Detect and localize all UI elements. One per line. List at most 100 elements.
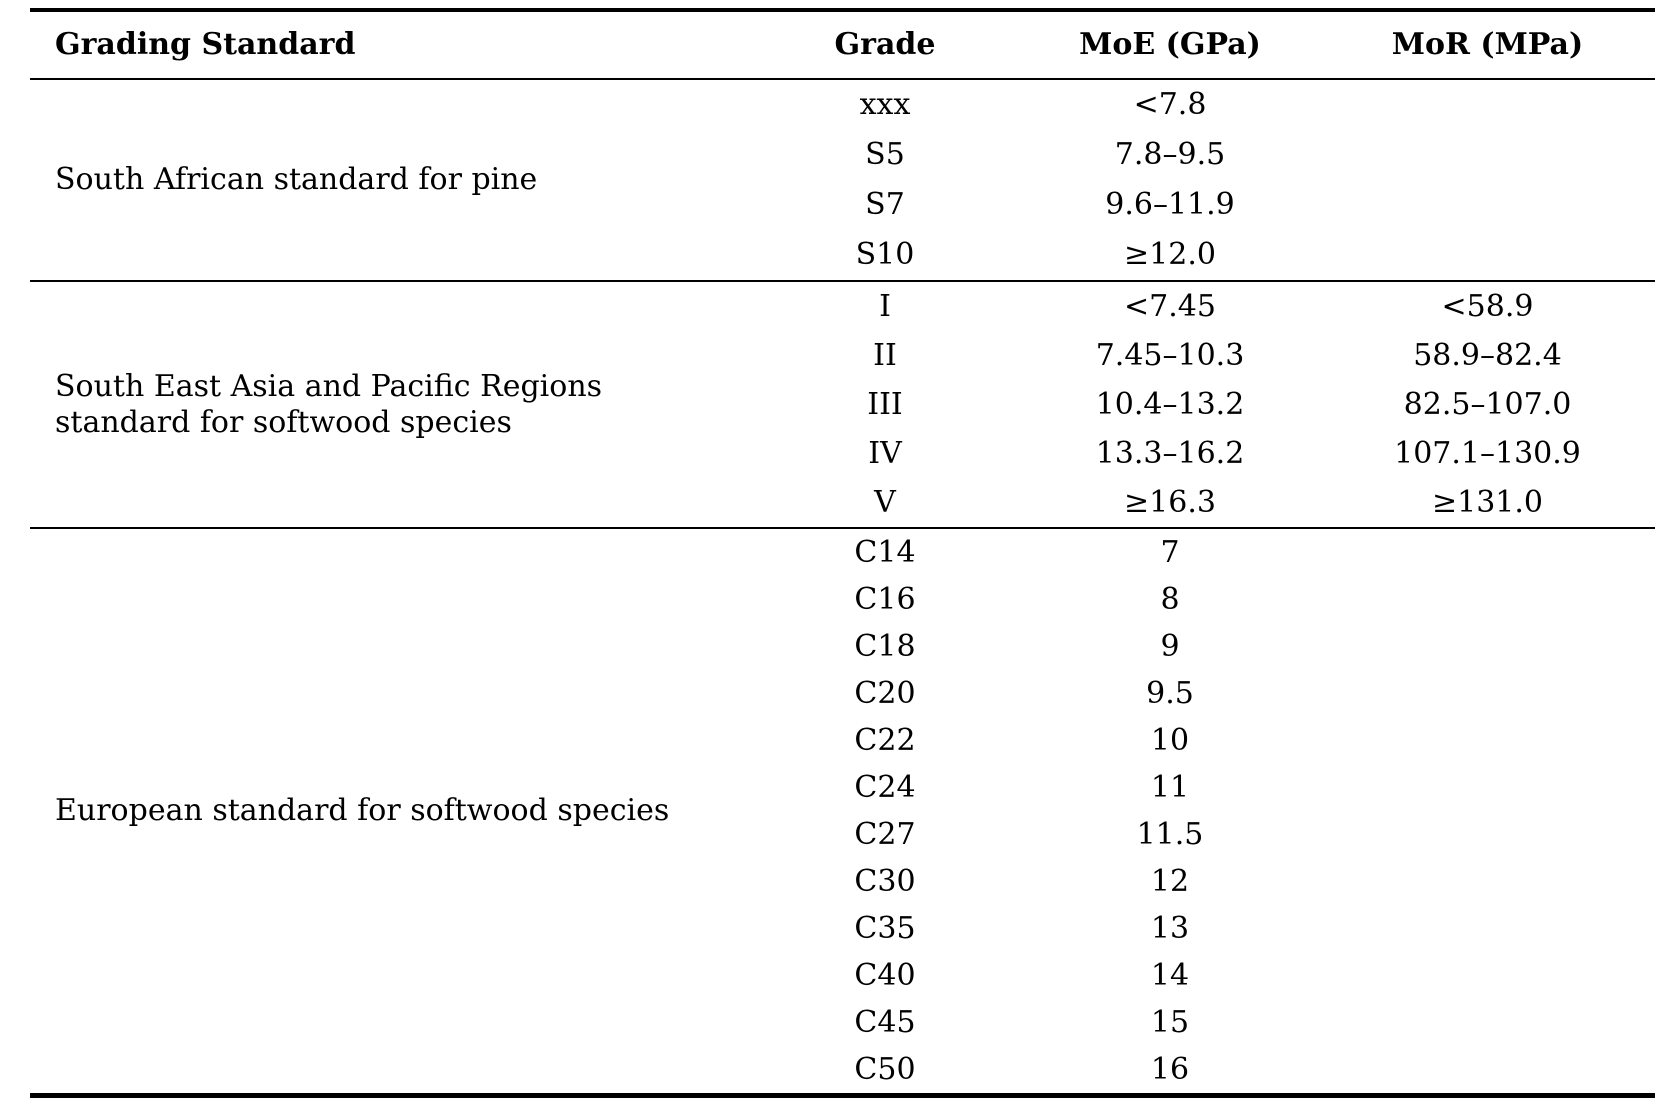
standard-label: European standard for softwood species: [55, 793, 670, 828]
moe-cell: 13.3–16.2: [1095, 435, 1245, 471]
moe-cell: <7.45: [1124, 288, 1216, 324]
table-row: S7 9.6–11.9: [30, 180, 1655, 230]
moe-cell: 13: [1150, 910, 1190, 946]
moe-cell: 11: [1150, 769, 1190, 805]
moe-cell: 9.6–11.9: [1105, 187, 1235, 222]
mor-cell: [1320, 764, 1655, 811]
moe-cell: 10: [1150, 722, 1190, 758]
table-row: C24 11: [30, 764, 1655, 811]
header-mor: MoR (MPa): [1391, 27, 1584, 62]
grade-cell: C40: [854, 957, 916, 993]
moe-cell: 10.4–13.2: [1095, 386, 1245, 422]
grade-cell: C35: [854, 910, 916, 946]
header-moe: MoE (GPa): [1079, 27, 1261, 62]
table-row: South East Asia and Pacific Regions stan…: [30, 281, 1655, 440]
mor-cell: 82.5–107.0: [1403, 386, 1572, 422]
standard-label: South East Asia and Pacific Regions stan…: [55, 368, 603, 440]
mor-cell: [1320, 858, 1655, 905]
mor-cell: [1320, 952, 1655, 999]
mor-cell: [1320, 1046, 1655, 1096]
table-row: C35 13: [30, 905, 1655, 952]
grade-cell: xxx: [859, 87, 911, 122]
grade-cell: V: [874, 484, 896, 520]
moe-cell: ≥16.3: [1124, 484, 1216, 520]
moe-cell: ≥12.0: [1124, 237, 1216, 272]
header-grade: Grade: [834, 27, 936, 62]
mor-cell: 107.1–130.9: [1394, 435, 1581, 471]
moe-cell: 7.45–10.3: [1095, 337, 1245, 373]
standard-cell: South African standard for pine: [30, 79, 750, 281]
moe-cell: 12: [1150, 863, 1190, 899]
grade-cell: C50: [854, 1051, 916, 1087]
table-row: V ≥16.3 ≥131.0: [30, 478, 1655, 528]
grade-cell: C45: [854, 1004, 916, 1040]
moe-cell: 9: [1160, 628, 1180, 664]
grade-cell: III: [867, 386, 903, 422]
table-row: C22 10: [30, 717, 1655, 764]
grade-cell: S5: [865, 137, 905, 172]
grade-cell: C30: [854, 863, 916, 899]
section-south-african: South African standard for pine xxx <7.8…: [30, 79, 1655, 281]
grade-cell: I: [879, 288, 891, 324]
moe-cell: 14: [1150, 957, 1190, 993]
moe-cell: 8: [1160, 581, 1180, 617]
mor-cell: 58.9–82.4: [1413, 337, 1562, 373]
table-row: C30 12: [30, 858, 1655, 905]
standard-cell: European standard for softwood species: [30, 528, 750, 1096]
table-row: C27 11.5: [30, 811, 1655, 858]
grade-cell: S7: [865, 187, 905, 222]
mor-cell: [1320, 576, 1655, 623]
table-row: III 10.4–13.2 82.5–107.0: [30, 380, 1655, 429]
grade-cell: IV: [868, 435, 902, 471]
moe-cell: 16: [1150, 1051, 1190, 1087]
mor-cell: [1320, 811, 1655, 858]
section-south-east-asia-pacific: South East Asia and Pacific Regions stan…: [30, 281, 1655, 528]
header-grading-standard: Grading Standard: [55, 27, 356, 62]
mor-cell: [1320, 230, 1655, 281]
grade-cell: C27: [854, 816, 916, 852]
moe-cell: 7.8–9.5: [1114, 137, 1226, 172]
moe-cell: 11.5: [1136, 816, 1204, 852]
moe-cell: <7.8: [1133, 87, 1207, 122]
table-row: C16 8: [30, 576, 1655, 623]
mor-cell: [1320, 999, 1655, 1046]
wood-grading-standards-table: Grading Standard Grade MoE (GPa) MoR (MP…: [30, 8, 1655, 1098]
grade-cell: C16: [854, 581, 916, 617]
table-row: II 7.45–10.3 58.9–82.4: [30, 331, 1655, 380]
mor-cell: [1320, 180, 1655, 230]
mor-cell: [1320, 130, 1655, 180]
grade-cell: C22: [854, 722, 916, 758]
table-row: C45 15: [30, 999, 1655, 1046]
table-row: S10 ≥12.0: [30, 230, 1655, 281]
table-row: C50 16: [30, 1046, 1655, 1096]
section-european: European standard for softwood species C…: [30, 528, 1655, 1096]
table-row: S5 7.8–9.5: [30, 130, 1655, 180]
mor-cell: [1320, 79, 1655, 130]
standard-label: South African standard for pine: [55, 162, 538, 197]
moe-cell: 7: [1160, 534, 1180, 570]
table-row: C20 9.5: [30, 670, 1655, 717]
mor-cell: ≥131.0: [1431, 484, 1544, 520]
mor-cell: [1320, 905, 1655, 952]
table-row: C40 14: [30, 952, 1655, 999]
table-row: IV 13.3–16.2 107.1–130.9: [30, 429, 1655, 478]
table-row: South African standard for pine xxx <7.8: [30, 79, 1655, 197]
moe-cell: 15: [1150, 1004, 1190, 1040]
mor-cell: [1320, 717, 1655, 764]
grade-cell: C20: [854, 675, 916, 711]
mor-cell: [1320, 623, 1655, 670]
table-row: C18 9: [30, 623, 1655, 670]
mor-cell: <58.9: [1441, 288, 1534, 324]
grade-cell: C24: [854, 769, 916, 805]
grade-cell: II: [873, 337, 897, 373]
moe-cell: 9.5: [1146, 675, 1194, 711]
grade-cell: C18: [854, 628, 916, 664]
standard-cell: South East Asia and Pacific Regions stan…: [30, 281, 750, 528]
mor-cell: [1320, 528, 1655, 576]
grade-cell: C14: [854, 534, 916, 570]
grade-cell: S10: [855, 237, 915, 272]
mor-cell: [1320, 670, 1655, 717]
table-row: European standard for softwood species C…: [30, 528, 1655, 829]
table-header-row: Grading Standard Grade MoE (GPa) MoR (MP…: [30, 10, 1655, 79]
